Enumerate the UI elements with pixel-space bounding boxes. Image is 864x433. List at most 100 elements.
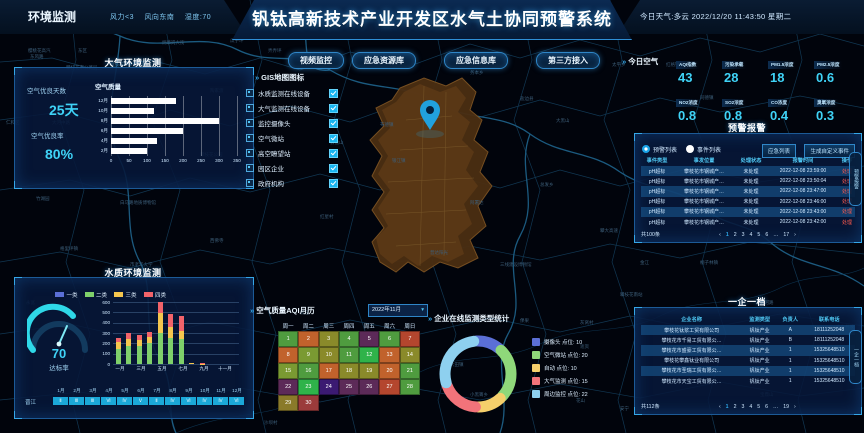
calendar-day[interactable]: 29 — [278, 395, 299, 411]
calendar-day[interactable]: 17 — [318, 363, 339, 379]
side-tab-alarm[interactable]: 预警报警 — [849, 152, 862, 206]
layer-checkbox[interactable] — [329, 163, 338, 173]
calendar-day[interactable]: 1 — [278, 331, 299, 347]
page-number[interactable]: 5 — [757, 231, 761, 238]
alarm-pagination[interactable]: ‹ 1 2 3 4 5 6 … 17 › — [717, 232, 799, 238]
donut-slice[interactable] — [495, 344, 517, 402]
page-number[interactable]: 19 — [783, 403, 789, 410]
calendar-day[interactable]: 8 — [278, 347, 299, 363]
nav-button-3[interactable]: 应急信息库 — [444, 52, 508, 69]
row-action-button[interactable]: 处理 — [838, 186, 855, 197]
donut-slice[interactable] — [441, 379, 481, 413]
calendar-day[interactable]: 22 — [278, 379, 299, 395]
table-row[interactable]: 攀枝花市天宝工贸有限公… 钒钛产业 1 15325648510 — [641, 376, 855, 386]
calendar-day[interactable]: 23 — [298, 379, 319, 395]
page-number[interactable]: 6 — [765, 231, 769, 238]
nav-button-4[interactable]: 第三方接入 — [536, 52, 600, 69]
page-number[interactable]: … — [773, 231, 779, 238]
calendar-month-select[interactable]: 2022年11月 ▾ — [368, 304, 428, 317]
next-page-button[interactable]: › — [793, 403, 796, 410]
calendar-day[interactable]: 25 — [338, 379, 360, 395]
table-row[interactable]: pH超标 攀枝花市钢城产… 未处理 2022-12-08 23:42:00 处理 — [641, 217, 855, 227]
table-row[interactable]: pH超标 攀枝花市钢城产… 未处理 2022-12-08 23:46:00 处理 — [641, 197, 855, 207]
calendar-day[interactable]: 3 — [318, 331, 339, 347]
prev-page-button[interactable]: ‹ — [718, 403, 721, 410]
calendar-day[interactable]: 4 — [338, 331, 360, 347]
nav-button-1[interactable]: 视频监控 — [288, 52, 344, 69]
strategy-list-button[interactable]: 应急列表 — [762, 144, 797, 158]
donut-slice[interactable] — [439, 335, 480, 389]
page-number[interactable]: 4 — [749, 403, 753, 410]
row-action-button[interactable]: 处理 — [838, 166, 855, 177]
calendar-day[interactable]: 14 — [399, 347, 420, 363]
page-number[interactable]: 4 — [749, 231, 753, 238]
layer-checkbox[interactable] — [329, 148, 338, 158]
gis-layer-row[interactable]: 政府机构 — [246, 177, 338, 189]
layer-checkbox[interactable] — [329, 178, 338, 188]
layer-checkbox[interactable] — [329, 103, 338, 113]
table-row[interactable]: 攀枝花市千易工贸有限公… 钒钛产业 B 18111252048 — [641, 335, 855, 345]
calendar-day[interactable]: 11 — [338, 347, 360, 363]
legend-item[interactable]: 二类 — [84, 291, 107, 299]
calendar-day[interactable]: 12 — [359, 347, 380, 363]
next-page-button[interactable]: › — [794, 231, 796, 238]
calendar-day[interactable]: 15 — [278, 363, 299, 379]
nav-button-2[interactable]: 应急资源库 — [352, 52, 416, 69]
row-action-button[interactable]: 处理 — [841, 219, 852, 226]
layer-checkbox[interactable] — [329, 133, 338, 143]
page-number[interactable]: 2 — [733, 403, 737, 410]
donut-legend-item[interactable]: 周边监控 点位: 22 — [532, 390, 588, 398]
table-row[interactable]: pH超标 攀枝花市钢城产… 未处理 2022-12-08 23:47:00 处理 — [641, 186, 855, 197]
prev-page-button[interactable]: ‹ — [719, 231, 721, 238]
table-row[interactable]: pH超标 攀枝花市钢城产… 未处理 2022-12-08 23:50:04 处理 — [641, 176, 855, 186]
layer-checkbox[interactable] — [329, 118, 338, 128]
calendar-day[interactable]: 19 — [359, 363, 380, 379]
page-number[interactable]: 2 — [733, 231, 737, 238]
side-tab-enterprise[interactable]: 一企一档 — [849, 330, 862, 384]
table-row[interactable]: pH超标 攀枝花市钢城产… 未处理 2022-12-08 23:59:00 处理 — [641, 166, 855, 177]
tab-event-list[interactable]: 事件列表 — [686, 145, 721, 154]
legend-item[interactable]: 三类 — [114, 291, 137, 299]
gis-layer-row[interactable]: 园区企业 — [246, 162, 338, 174]
calendar-day[interactable]: 7 — [399, 331, 420, 347]
calendar-day[interactable]: 9 — [298, 347, 319, 363]
enterprise-pagination[interactable]: ‹ 1 2 3 4 5 6 … 19 › — [716, 404, 798, 410]
calendar-day[interactable]: 2 — [298, 331, 319, 347]
legend-item[interactable]: 一类 — [55, 291, 78, 299]
donut-legend-item[interactable]: 大气监测 点位: 15 — [532, 377, 588, 385]
donut-legend-item[interactable]: 摄像头 点位: 10 — [532, 338, 588, 346]
calendar-day[interactable]: 27 — [379, 379, 400, 395]
row-action-button[interactable]: 处理 — [838, 206, 855, 217]
table-row[interactable]: 攀枝花市圣瑞工贸有限公… 钒钛产业 1 15325648510 — [641, 365, 855, 376]
calendar-day[interactable]: 5 — [359, 331, 380, 347]
table-row[interactable]: 攀枝花攀鑫钛业有限公司 钒钛产业 1 15325648510 — [641, 356, 855, 366]
donut-slice[interactable] — [471, 335, 505, 354]
calendar-day[interactable]: 26 — [359, 379, 380, 395]
layer-checkbox[interactable] — [329, 88, 338, 98]
calendar-day[interactable]: 24 — [318, 379, 339, 395]
gis-layer-row[interactable]: 高空瞭望站 — [246, 147, 338, 159]
page-number[interactable]: 5 — [757, 403, 761, 410]
table-row[interactable]: 攀枝花钛浆工贸有限公司 钒钛产业 A 18111252048 — [641, 325, 855, 336]
donut-slice[interactable] — [472, 392, 506, 413]
donut-legend-item[interactable]: 自动 点位: 10 — [532, 364, 588, 372]
calendar-day[interactable]: 6 — [379, 331, 400, 347]
calendar-day[interactable]: 18 — [338, 363, 360, 379]
calendar-day[interactable]: 21 — [399, 363, 420, 379]
page-number[interactable]: 3 — [741, 231, 745, 238]
page-number[interactable]: 6 — [765, 403, 769, 410]
table-row[interactable]: pH超标 攀枝花市钢城产… 未处理 2022-12-08 23:43:00 处理 — [641, 206, 855, 217]
calendar-day[interactable]: 16 — [298, 363, 319, 379]
donut-legend-item[interactable]: 空气微站 点位: 20 — [532, 351, 588, 359]
gis-layer-row[interactable]: 水质监测在线设备 — [246, 87, 338, 99]
page-number[interactable]: 3 — [741, 403, 745, 410]
page-number[interactable]: 1 — [725, 231, 729, 238]
create-custom-event-button[interactable]: 生成自定义事件 — [804, 144, 855, 158]
gis-layer-row[interactable]: 空气微站 — [246, 132, 338, 144]
gis-layer-row[interactable]: 监控摄像头 — [246, 117, 338, 129]
gis-layer-row[interactable]: 大气监测在线设备 — [246, 102, 338, 114]
table-row[interactable]: 攀枝花市盛豪工贸有限公… 钒钛产业 1 15325648510 — [641, 345, 855, 356]
legend-item[interactable]: 四类 — [143, 291, 166, 299]
calendar-day[interactable]: 10 — [318, 347, 339, 363]
tab-warning-list[interactable]: 预警列表 — [642, 145, 677, 154]
